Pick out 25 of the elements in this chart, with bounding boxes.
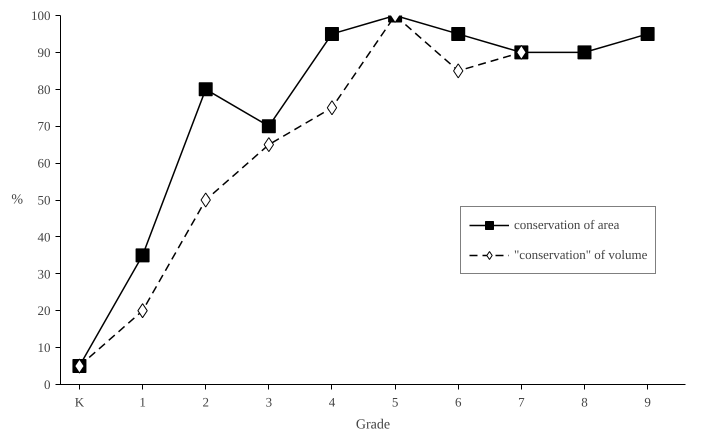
y-tick-label: 0 — [44, 377, 50, 392]
y-tick-label: 20 — [38, 303, 50, 318]
x-tick-label: 8 — [581, 394, 588, 410]
y-tick-label: 60 — [38, 156, 50, 171]
x-tick-label: 7 — [518, 394, 526, 410]
legend-label: conservation of area — [514, 217, 620, 233]
legend-label: "conservation" of volume — [514, 247, 648, 263]
y-tick-label: 80 — [38, 82, 50, 97]
x-tick-label: 3 — [266, 394, 272, 410]
y-tick-label: 100 — [31, 8, 50, 23]
x-tick-label: 9 — [644, 394, 651, 410]
x-axis-title: Grade — [356, 418, 390, 432]
x-tick-label: 6 — [454, 394, 462, 410]
y-tick-label: 10 — [38, 340, 50, 356]
x-tick-label: 1 — [139, 394, 146, 410]
y-tick-label: 70 — [38, 118, 50, 134]
x-tick-label: K — [74, 394, 85, 410]
y-tick-label: 40 — [38, 229, 50, 244]
x-tick-label: 5 — [392, 394, 398, 410]
y-axis-title: % — [11, 192, 24, 208]
y-tick-label: 50 — [38, 192, 50, 208]
y-tick-label: 30 — [38, 266, 50, 282]
y-tick-label: 90 — [38, 44, 50, 60]
x-tick-label: 4 — [328, 394, 336, 410]
x-tick-label: 2 — [202, 394, 209, 410]
